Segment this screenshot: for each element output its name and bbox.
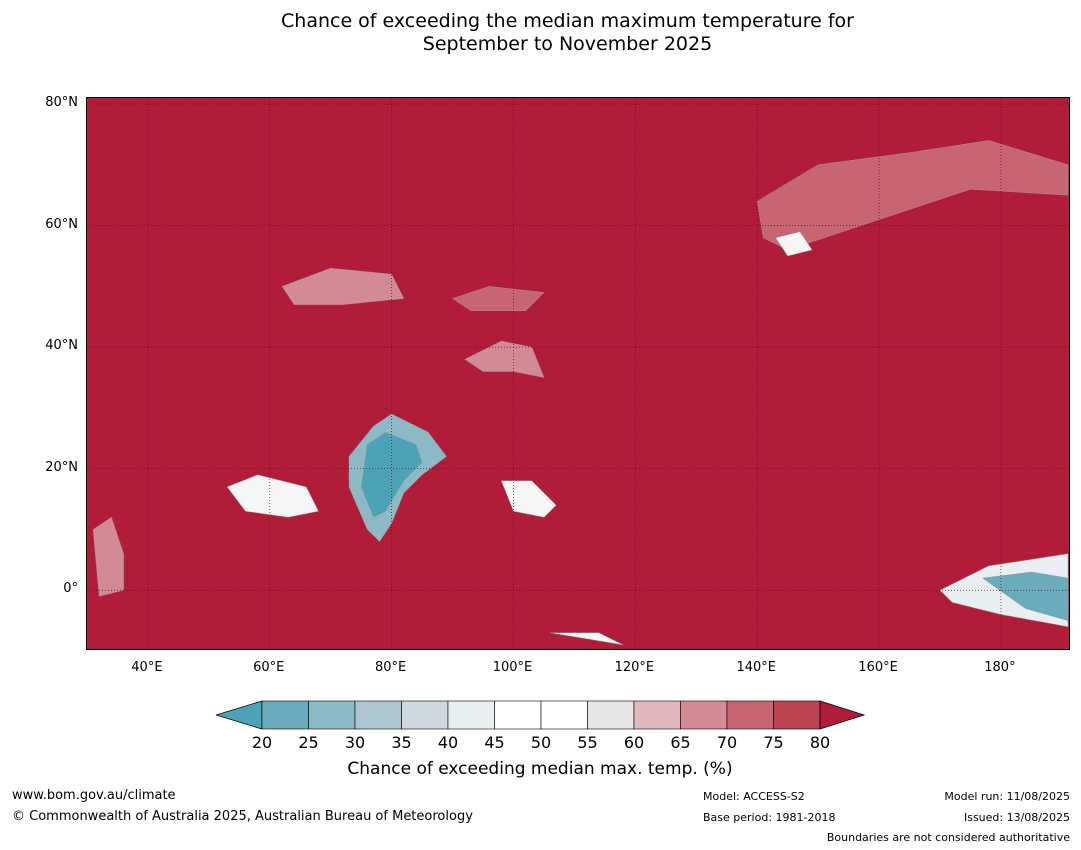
- colorbar-tick-label: 20: [251, 733, 273, 752]
- lat-tick-label: 40°N: [45, 338, 78, 354]
- region-arabian-sea-neutral: [226, 474, 319, 518]
- region-indochina-neutral: [501, 480, 557, 518]
- model-name: Model: ACCESS-S2: [703, 790, 805, 803]
- colorbar-tick-label: 65: [670, 733, 691, 752]
- model-run-date: Model run: 11/08/2025: [944, 790, 1070, 803]
- lon-tick-label: 140°E: [736, 660, 776, 675]
- map-panel: [86, 97, 1070, 650]
- colorbar-tick-label: 40: [437, 733, 459, 752]
- lat-tick-label: 0°: [63, 581, 78, 597]
- lon-tick-label: 180°: [984, 660, 1016, 675]
- colorbar-tick-label: 80: [809, 733, 831, 752]
- colorbar-lower-extension: [216, 700, 263, 730]
- colorbar-segment: [726, 700, 774, 730]
- colorbar-segment: [540, 700, 588, 730]
- title-line-1: Chance of exceeding the median maximum t…: [281, 10, 854, 32]
- region-central-asia-pink: [281, 267, 405, 305]
- lon-tick-label: 80°E: [375, 660, 407, 675]
- colorbar-tick-label: 75: [763, 733, 784, 752]
- lon-tick-label: 100°E: [492, 660, 533, 675]
- colorbar-tick-label: 25: [298, 733, 319, 752]
- region-india-core: [360, 431, 423, 518]
- colorbar-segment: [633, 700, 681, 730]
- colorbar-tick-label: 70: [716, 733, 738, 752]
- colorbar-tick-label: 35: [391, 733, 412, 752]
- website-url: www.bom.gov.au/climate: [12, 788, 176, 803]
- colorbar: [216, 700, 866, 730]
- colorbar-segment: [773, 700, 821, 730]
- colorbar-segment: [447, 700, 495, 730]
- colorbar-tick-label: 55: [577, 733, 598, 752]
- colorbar-segment: [494, 700, 542, 730]
- lat-tick-label: 60°N: [45, 216, 78, 232]
- colorbar-segment: [354, 700, 402, 730]
- colorbar-tick-label: 45: [484, 733, 505, 752]
- colorbar-segment: [308, 700, 356, 730]
- region-indonesia-neutral: [549, 632, 624, 646]
- region-pacific-cool: [982, 571, 1069, 621]
- colorbar-segment: [680, 700, 728, 730]
- region-mongolia-pink: [452, 286, 545, 311]
- colorbar-segment: [401, 700, 449, 730]
- region-siberia-neutral: [775, 231, 813, 257]
- region-east-africa-pink: [92, 517, 124, 597]
- colorbar-upper-extension: [819, 700, 866, 730]
- colorbar-tick-label: 30: [344, 733, 366, 752]
- colorbar-segment: [587, 700, 635, 730]
- colorbar-tick-label: 50: [530, 733, 552, 752]
- region-siberia-pink: [756, 140, 1069, 251]
- issued-date: Issued: 13/08/2025: [963, 811, 1070, 824]
- colorbar-tick-label: 60: [623, 733, 645, 752]
- lon-tick-label: 40°E: [131, 660, 163, 675]
- base-period: Base period: 1981-2018: [703, 811, 836, 824]
- region-tibet-pink: [464, 340, 545, 378]
- lon-tick-label: 60°E: [253, 660, 285, 675]
- map-title: Chance of exceeding the median maximum t…: [0, 10, 1081, 56]
- title-line-2: September to November 2025: [422, 33, 713, 55]
- boundary-disclaimer: Boundaries are not considered authoritat…: [826, 831, 1070, 844]
- probability-map: [87, 98, 1069, 649]
- lon-tick-label: 120°E: [614, 660, 655, 675]
- lat-tick-label: 80°N: [45, 95, 78, 111]
- colorbar-label: Chance of exceeding median max. temp. (%…: [347, 759, 733, 779]
- lat-tick-label: 20°N: [45, 459, 78, 475]
- colorbar-segment: [261, 700, 309, 730]
- copyright-notice: © Commonwealth of Australia 2025, Austra…: [12, 809, 473, 824]
- lon-tick-label: 160°E: [858, 660, 898, 675]
